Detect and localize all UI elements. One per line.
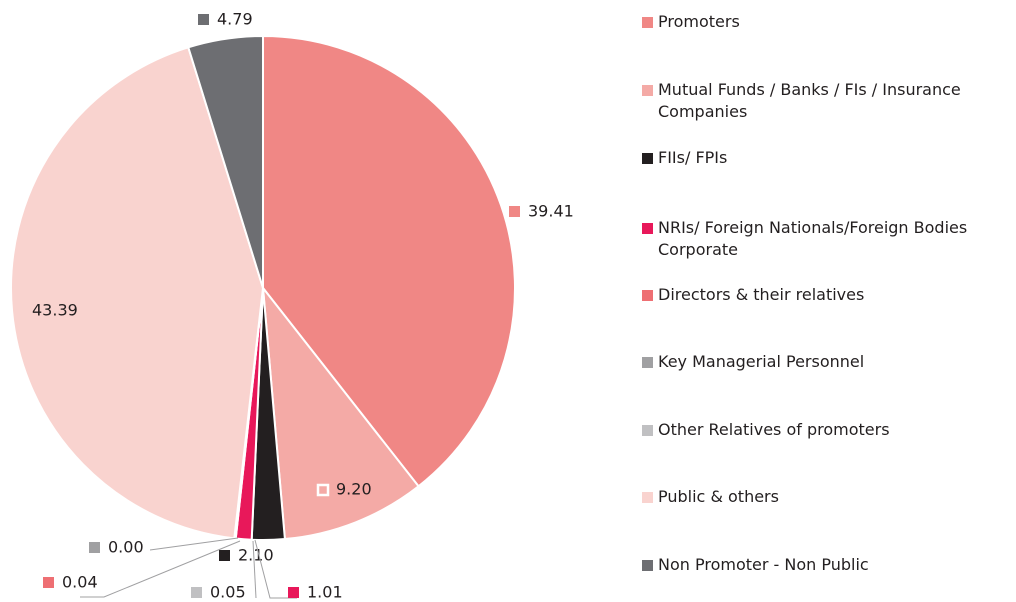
label-marker <box>288 587 299 598</box>
data-label: 0.05 <box>210 583 246 602</box>
label-marker <box>43 577 54 588</box>
pie-slice <box>187 34 264 289</box>
data-label: 0.00 <box>108 538 144 557</box>
label-marker <box>191 587 202 598</box>
leader-line <box>252 540 257 599</box>
legend-item: Other Relatives of promoters <box>642 419 1012 441</box>
pie-slice <box>261 284 420 541</box>
legend-item: Public & others <box>642 486 1012 508</box>
leader-line <box>149 537 239 551</box>
legend-swatch <box>642 290 653 301</box>
legend-item: NRIs/ Foreign Nationals/Foreign Bodies C… <box>642 217 1012 261</box>
legend-item: Non Promoter - Non Public <box>642 554 1012 576</box>
legend-swatch <box>642 153 653 164</box>
legend: Promoters Mutual Funds / Banks / FIs / In… <box>640 0 1016 602</box>
legend-label: Directors & their relatives <box>658 285 865 304</box>
legend-swatch <box>642 560 653 571</box>
data-label: 4.79 <box>217 10 253 29</box>
label-marker <box>89 542 100 553</box>
legend-item: Mutual Funds / Banks / FIs / Insurance C… <box>642 79 1012 123</box>
legend-item: Promoters <box>642 11 1012 33</box>
data-label: 39.41 <box>528 202 574 221</box>
legend-item: Directors & their relatives <box>642 284 1012 306</box>
leader-line <box>80 540 241 598</box>
label-marker <box>219 550 230 561</box>
legend-swatch <box>642 492 653 503</box>
data-label: 9.20 <box>336 480 372 499</box>
legend-label: NRIs/ Foreign Nationals/Foreign Bodies C… <box>658 218 968 259</box>
pie-slice <box>10 46 265 540</box>
legend-label: Other Relatives of promoters <box>658 420 890 439</box>
legend-swatch <box>642 425 653 436</box>
legend-swatch <box>642 223 653 234</box>
data-label: 0.04 <box>62 573 98 592</box>
legend-label: Public & others <box>658 487 779 506</box>
legend-label: Promoters <box>658 12 740 31</box>
label-marker <box>509 206 520 217</box>
label-marker <box>316 483 330 497</box>
legend-item: FIIs/ FPIs <box>642 147 1012 169</box>
label-marker <box>198 14 209 25</box>
legend-label: Non Promoter - Non Public <box>658 555 869 574</box>
pie-slice <box>262 34 516 488</box>
data-label: 43.39 <box>32 301 78 320</box>
legend-swatch <box>642 17 653 28</box>
data-label: 1.01 <box>307 583 343 602</box>
legend-item: Key Managerial Personnel <box>642 351 1012 373</box>
legend-label: FIIs/ FPIs <box>658 148 728 167</box>
legend-swatch <box>642 357 653 368</box>
legend-label: Mutual Funds / Banks / FIs / Insurance C… <box>658 80 961 121</box>
pie-chart: 39.41 9.20 2.10 1.01 0.04 0.00 0.05 43.39 4.79 <box>10 10 574 602</box>
legend-label: Key Managerial Personnel <box>658 352 865 371</box>
legend-swatch <box>642 85 653 96</box>
data-label: 2.10 <box>238 546 274 565</box>
